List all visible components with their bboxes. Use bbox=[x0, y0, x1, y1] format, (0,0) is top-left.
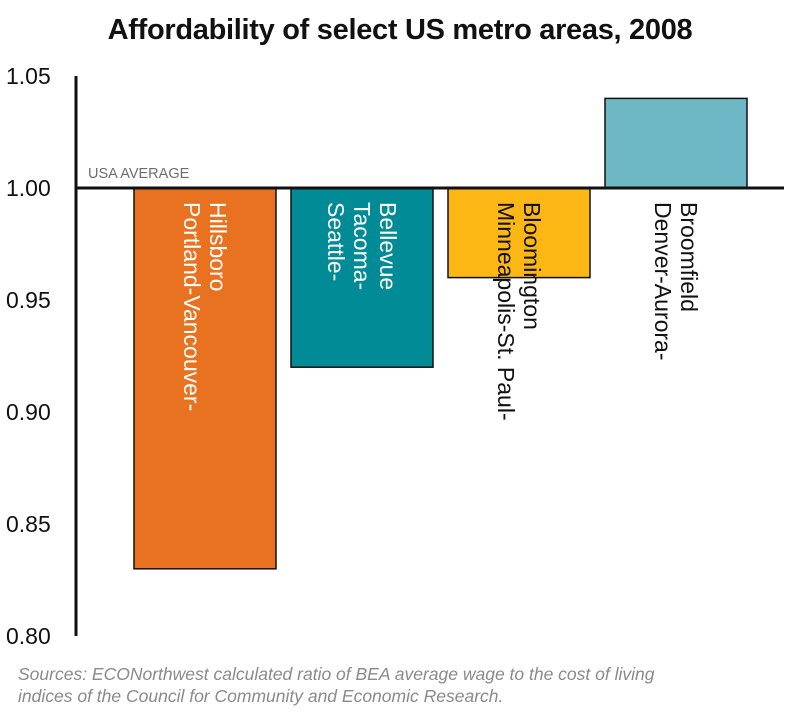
bar bbox=[290, 187, 434, 368]
bar-label: Denver-Aurora- Broomfield bbox=[650, 202, 702, 361]
bar bbox=[133, 187, 277, 570]
usa-average-label: USA AVERAGE bbox=[88, 166, 190, 182]
bar-label-line: Minneapolis-St. Paul- bbox=[493, 202, 519, 421]
bar-label: Portland-Vancouver- Hillsboro bbox=[179, 202, 231, 411]
y-tick-label: 0.80 bbox=[6, 623, 51, 649]
bars bbox=[133, 97, 748, 570]
bar-label: Seattle- Tacoma- Bellevue bbox=[323, 202, 401, 290]
chart-title: Affordability of select US metro areas, … bbox=[107, 14, 693, 46]
y-tick-label: 1.05 bbox=[6, 63, 51, 89]
source-line-2: indices of the Council for Community and… bbox=[18, 686, 504, 706]
bar bbox=[604, 97, 748, 189]
y-tick-label: 0.85 bbox=[6, 511, 51, 537]
source-line-1: Sources: ECONorthwest calculated ratio o… bbox=[18, 664, 655, 684]
y-tick-label: 1.00 bbox=[6, 175, 51, 201]
y-tick-label: 0.95 bbox=[6, 287, 51, 313]
y-axis-ticks: 1.05 1.00 0.95 0.90 0.85 0.80 bbox=[6, 63, 51, 649]
bar-label-line: Hillsboro bbox=[205, 202, 231, 291]
bar-label-line: Seattle- bbox=[323, 202, 349, 281]
source-note: Sources: ECONorthwest calculated ratio o… bbox=[18, 663, 788, 707]
bar-label-line: Broomfield bbox=[676, 202, 702, 312]
bar-label-line: Bloomington bbox=[519, 202, 545, 330]
y-tick-label: 0.90 bbox=[6, 399, 51, 425]
bar-labels: Portland-Vancouver- Hillsboro Seattle- Taco… bbox=[179, 202, 702, 421]
bar-label: Minneapolis-St. Paul- Bloomington bbox=[493, 202, 545, 421]
bar-label-line: Tacoma- bbox=[349, 202, 375, 290]
bar-label-line: Denver-Aurora- bbox=[650, 202, 676, 361]
bar-label-line: Bellevue bbox=[375, 202, 401, 290]
bar-label-line: Portland-Vancouver- bbox=[179, 202, 205, 411]
